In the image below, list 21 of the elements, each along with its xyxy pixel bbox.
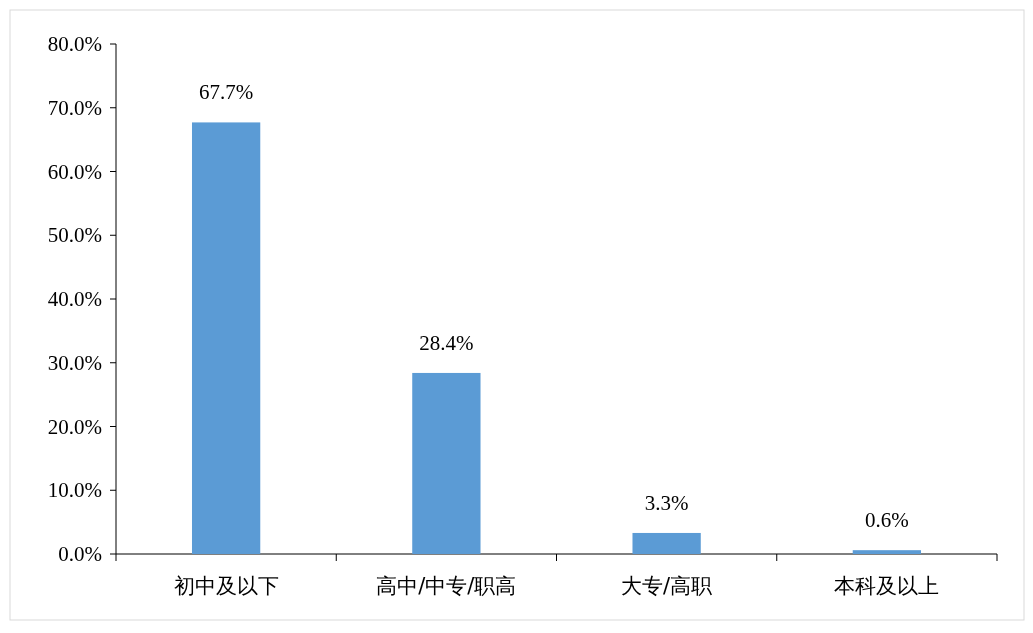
y-tick-label: 50.0% [47,223,102,248]
data-label: 28.4% [419,330,474,355]
bar [632,532,701,554]
y-tick-label: 0.0% [58,542,102,566]
x-tick-label: 大专/高职 [621,574,713,598]
y-tick-label: 10.0% [47,478,102,503]
data-label: 0.6% [865,508,909,533]
y-tick-label: 40.0% [47,287,102,311]
data-label: 67.7% [199,80,254,105]
y-tick-label: 20.0% [47,414,102,439]
y-tick-label: 80.0% [47,32,102,56]
data-label: 3.3% [644,490,689,515]
y-tick-label: 70.0% [47,95,102,120]
bar [191,122,261,554]
y-tick-label: 60.0% [47,159,102,184]
bar [852,550,922,554]
x-tick-label: 高中/中专/职高 [376,574,517,598]
bar [412,372,481,554]
x-tick-label: 初中及以下 [173,574,279,598]
y-tick-label: 30.0% [47,350,102,375]
x-tick-label: 本科及以上 [834,574,940,598]
